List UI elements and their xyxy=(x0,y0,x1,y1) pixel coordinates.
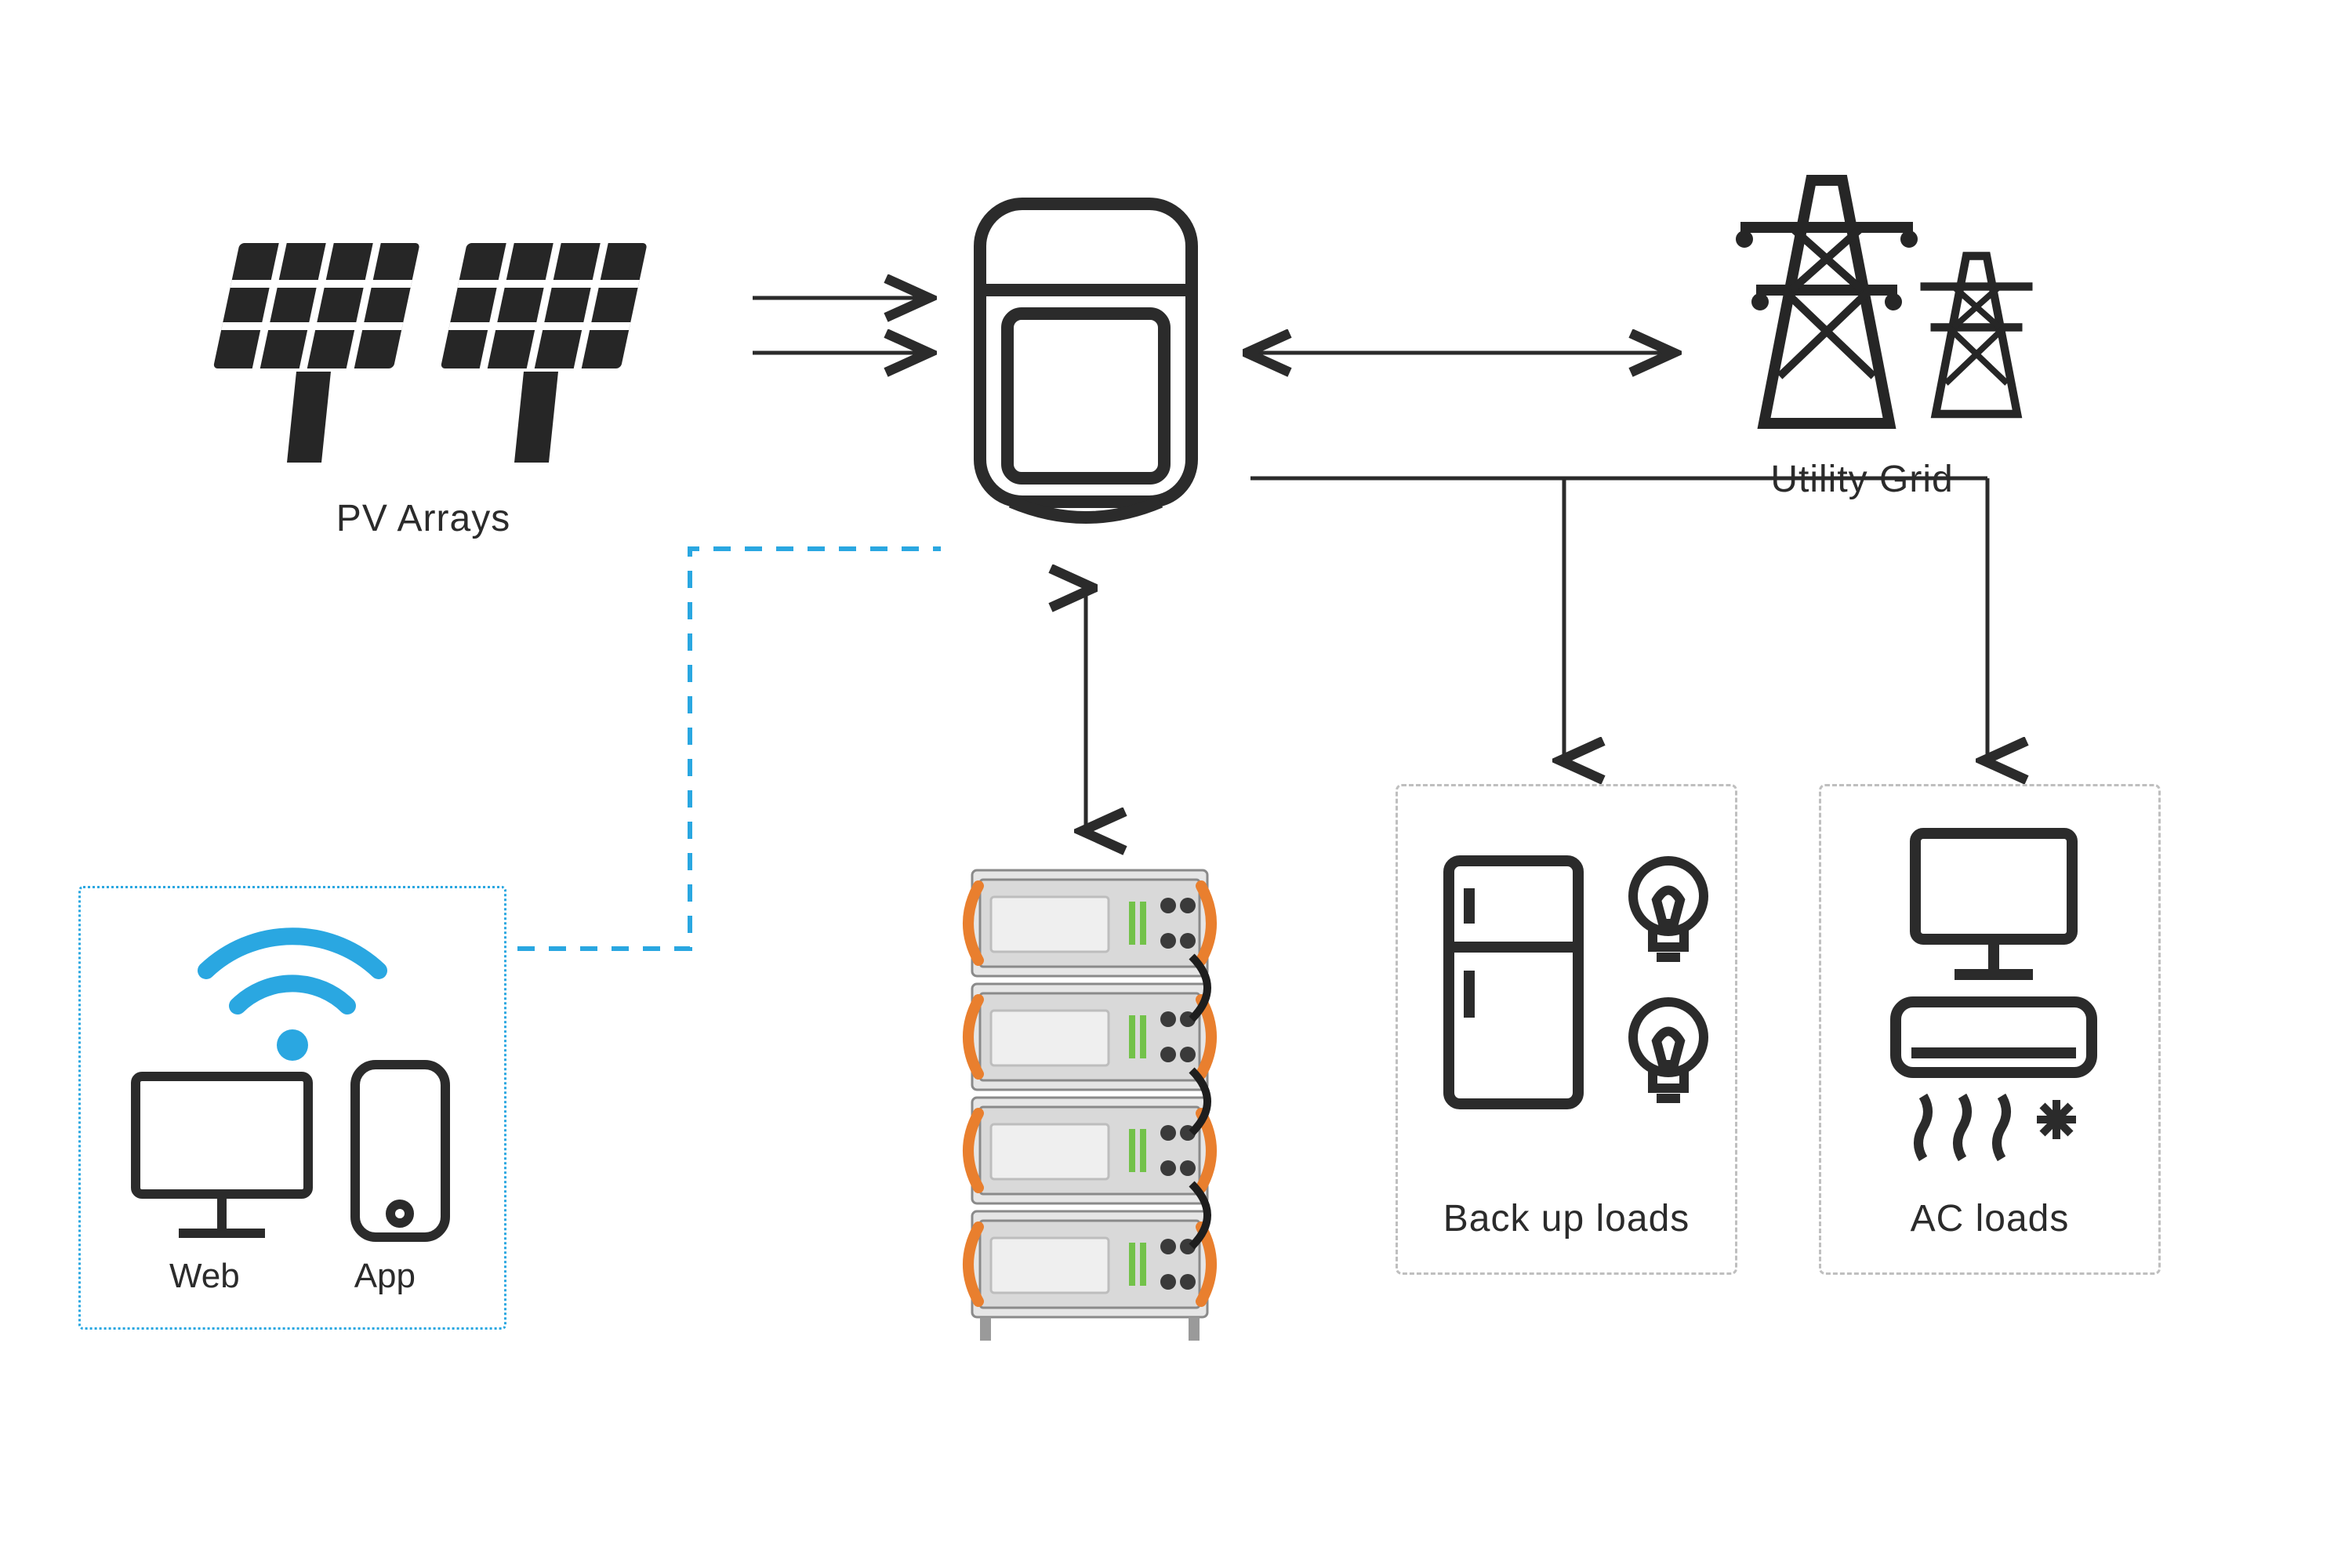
diagram-stage: PV Arrays xyxy=(0,0,2352,1568)
grid-label: Utility Grid xyxy=(1686,458,2038,501)
lightbulb-icon xyxy=(1633,1002,1704,1098)
node-webapp: Web App xyxy=(78,886,506,1330)
node-inverter xyxy=(964,188,1207,533)
monitor-icon xyxy=(136,1076,308,1233)
hvac-icon xyxy=(1896,1002,2092,1159)
inverter-icon xyxy=(964,188,1207,533)
solar-panel-icon xyxy=(180,227,666,478)
node-ac-loads: AC loads xyxy=(1819,784,2161,1275)
battery-stack-icon xyxy=(956,862,1223,1348)
web-label: Web xyxy=(169,1257,240,1296)
app-label: App xyxy=(354,1257,416,1296)
link-webapp-inverter xyxy=(517,549,941,949)
fridge-icon xyxy=(1449,861,1578,1104)
node-backup-loads: Back up loads xyxy=(1396,784,1737,1275)
monitor-icon xyxy=(1915,833,2072,975)
node-utility-grid: Utility Grid xyxy=(1686,172,2038,501)
arrow-pv-to-inverter xyxy=(753,298,925,353)
wifi-icon xyxy=(206,936,379,1061)
ac-loads-label: AC loads xyxy=(1821,1197,2158,1240)
arrow-inverter-loads xyxy=(1250,478,1987,760)
backup-loads-icons xyxy=(1398,786,1735,1178)
power-tower-icon xyxy=(1686,172,2038,439)
node-battery-stack xyxy=(956,862,1223,1348)
ac-loads-icons xyxy=(1821,786,2158,1178)
node-pv-arrays: PV Arrays xyxy=(180,227,666,540)
backup-loads-label: Back up loads xyxy=(1398,1197,1735,1240)
pv-label: PV Arrays xyxy=(180,497,666,540)
lightbulb-icon xyxy=(1633,861,1704,957)
phone-icon xyxy=(355,1065,445,1237)
webapp-icons xyxy=(81,888,504,1257)
